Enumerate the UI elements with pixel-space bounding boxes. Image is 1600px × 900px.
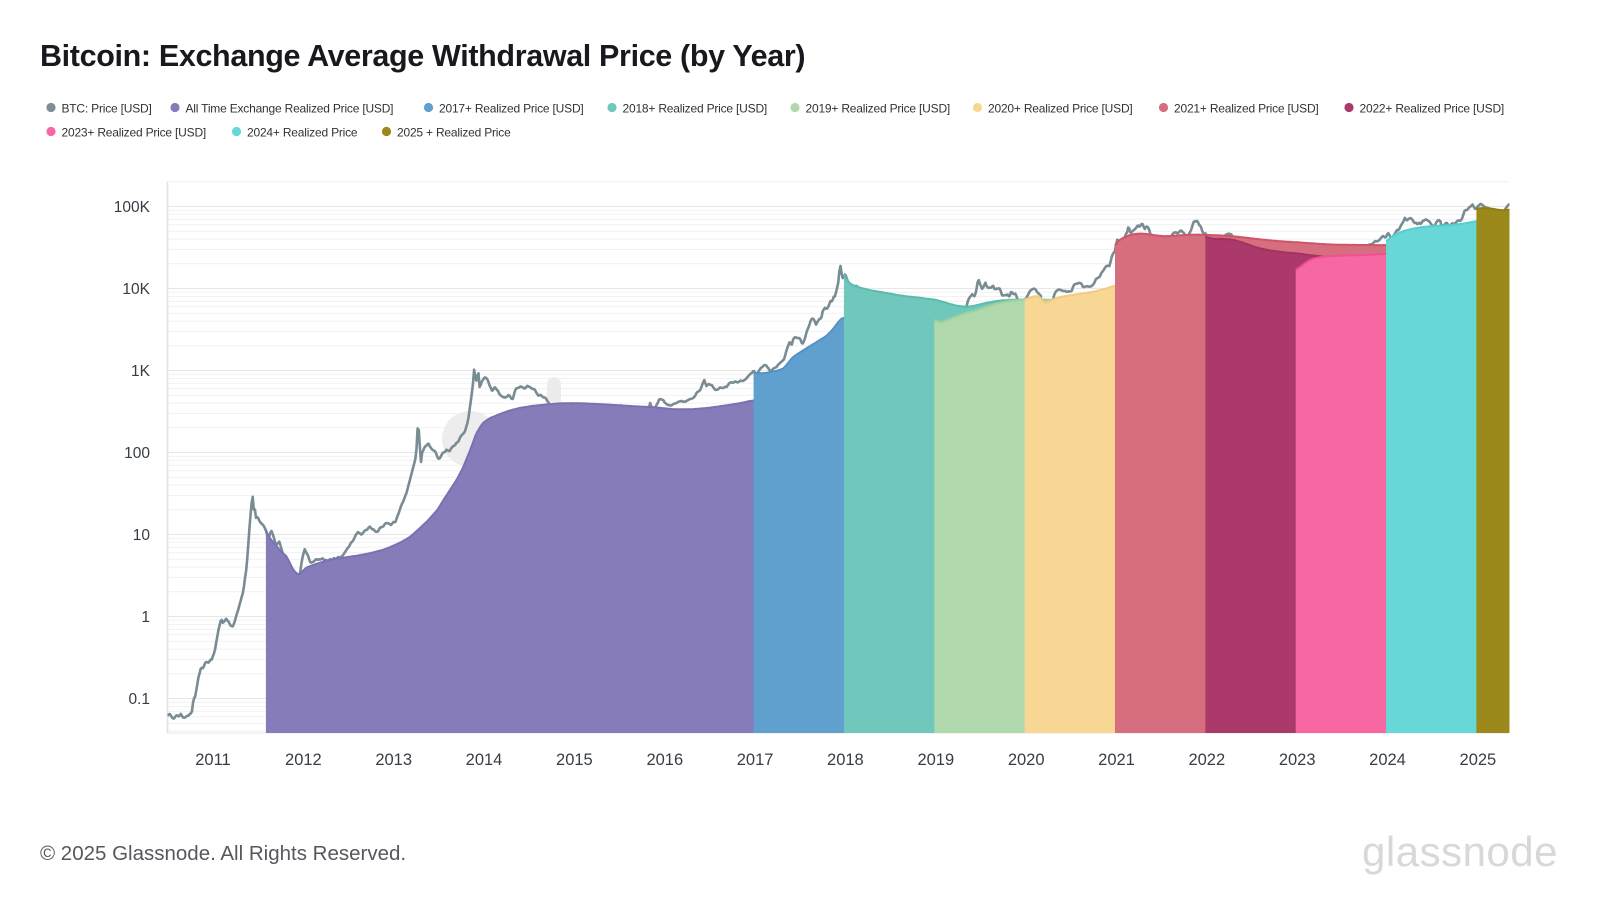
svg-text:2022: 2022 (1188, 751, 1225, 769)
svg-text:10: 10 (133, 527, 151, 544)
svg-text:2017+ Realized Price [USD]: 2017+ Realized Price [USD] (439, 102, 584, 116)
svg-text:Bitcoin: Exchange Average With: Bitcoin: Exchange Average Withdrawal Pri… (40, 39, 805, 73)
svg-text:1: 1 (141, 609, 150, 626)
svg-text:2013: 2013 (375, 751, 412, 769)
svg-text:2019+ Realized Price [USD]: 2019+ Realized Price [USD] (806, 102, 951, 116)
svg-text:10K: 10K (122, 281, 150, 298)
svg-text:2016: 2016 (646, 751, 683, 769)
svg-text:2015: 2015 (556, 751, 593, 769)
svg-text:2017: 2017 (737, 751, 774, 769)
svg-text:2014: 2014 (466, 751, 503, 769)
svg-text:100: 100 (124, 445, 150, 462)
svg-text:2012: 2012 (285, 751, 322, 769)
svg-text:1K: 1K (131, 363, 151, 380)
svg-text:2024+ Realized Price: 2024+ Realized Price (247, 126, 358, 140)
svg-text:2011: 2011 (195, 751, 230, 769)
svg-text:2020+ Realized Price [USD]: 2020+ Realized Price [USD] (988, 102, 1133, 116)
svg-text:2025 + Realized Price: 2025 + Realized Price (397, 126, 511, 140)
svg-text:2023: 2023 (1279, 751, 1316, 769)
svg-text:2019: 2019 (917, 751, 954, 769)
svg-text:All Time Exchange Realized Pri: All Time Exchange Realized Price [USD] (186, 102, 394, 116)
svg-text:2018+ Realized Price [USD]: 2018+ Realized Price [USD] (623, 102, 768, 116)
svg-text:2020: 2020 (1008, 751, 1045, 769)
svg-text:100K: 100K (114, 199, 151, 216)
svg-text:2023+ Realized Price [USD]: 2023+ Realized Price [USD] (62, 126, 207, 140)
svg-text:BTC: Price [USD]: BTC: Price [USD] (62, 102, 152, 116)
svg-text:2021+ Realized Price [USD]: 2021+ Realized Price [USD] (1174, 102, 1319, 116)
svg-text:© 2025 Glassnode. All Rights R: © 2025 Glassnode. All Rights Reserved. (40, 842, 406, 865)
svg-text:2021: 2021 (1098, 751, 1135, 769)
svg-text:2022+ Realized Price [USD]: 2022+ Realized Price [USD] (1360, 102, 1505, 116)
svg-text:2018: 2018 (827, 751, 864, 769)
svg-text:2025: 2025 (1460, 751, 1497, 769)
svg-text:2024: 2024 (1369, 751, 1406, 769)
svg-text:glassnode: glassnode (1362, 828, 1558, 875)
svg-text:0.1: 0.1 (128, 691, 150, 708)
